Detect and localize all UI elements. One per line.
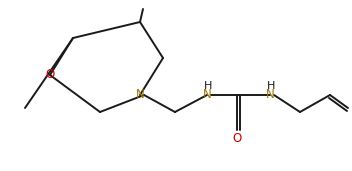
- Text: O: O: [45, 69, 55, 82]
- Text: N: N: [203, 89, 211, 102]
- Text: H: H: [204, 81, 212, 91]
- Text: N: N: [136, 89, 144, 102]
- Text: N: N: [266, 89, 274, 102]
- Text: O: O: [232, 131, 241, 144]
- Text: H: H: [267, 81, 275, 91]
